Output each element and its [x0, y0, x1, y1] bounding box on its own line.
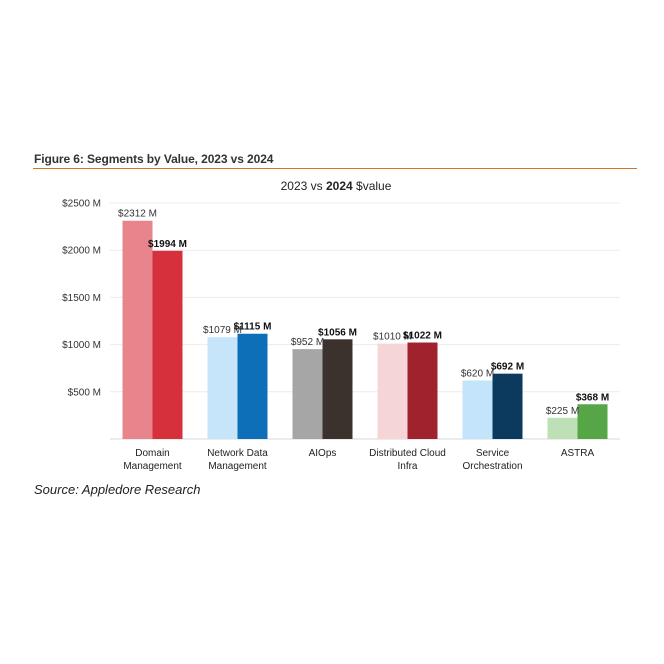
chart-title-part-3: $value: [353, 179, 392, 193]
x-tick-line: Orchestration: [462, 461, 522, 472]
x-tick-line: Network Data: [207, 448, 268, 459]
bar: [322, 339, 353, 439]
bar: [207, 337, 238, 439]
x-tick-label: Distributed Cloud Infra: [369, 448, 446, 472]
bar: [152, 250, 183, 439]
x-tick-line: Service: [476, 448, 510, 459]
data-label: $368 M: [576, 392, 609, 403]
x-tick-label: ASTRA: [561, 448, 595, 459]
x-tick-line: ASTRA: [561, 448, 595, 459]
y-tick-label: $1000 M: [62, 340, 101, 351]
x-tick-line: Management: [208, 461, 267, 472]
x-tick-label: AIOps: [309, 448, 337, 459]
data-label: $1022 M: [403, 331, 442, 342]
data-label: $1010 M: [373, 332, 412, 343]
bar: [492, 373, 523, 439]
data-label: $1115 M: [234, 322, 272, 333]
bars: [122, 220, 608, 439]
x-axis: Domain Management Network Data Management AI…: [123, 448, 594, 472]
bar: [122, 220, 153, 439]
figure-title: Figure 6: Segments by Value, 2023 vs 202…: [34, 152, 274, 166]
bar: [377, 343, 408, 439]
title-divider: [33, 168, 637, 169]
x-tick-label: Service Orchestration: [462, 448, 522, 472]
chart-title-part-2: 2024: [326, 179, 353, 193]
data-label: $952 M: [291, 337, 324, 348]
bar: [237, 333, 268, 439]
bar: [407, 342, 438, 439]
y-tick-label: $2500 M: [62, 199, 101, 210]
x-tick-line: Domain: [135, 448, 169, 459]
data-labels: $2312 M $1994 M $1079 M$1115 M $952 M$1056 …: [118, 209, 609, 417]
chart-title: 2023 vs 2024 $value: [281, 179, 392, 193]
data-label: $225 M: [546, 406, 579, 417]
data-label: $620 M: [461, 368, 494, 379]
data-label: $692 M: [491, 362, 524, 373]
bar: [577, 404, 608, 439]
y-tick-label: $500 M: [68, 387, 101, 398]
x-tick-label: Domain Management: [123, 448, 182, 472]
data-label: $1056 M: [318, 327, 357, 338]
y-axis: $500 M $1000 M $1500 M $2000 M $2500 M: [62, 199, 101, 399]
x-tick-line: Distributed Cloud: [369, 448, 446, 459]
bar: [292, 349, 323, 439]
source-note: Source: Appledore Research: [34, 482, 201, 497]
x-tick-label: Network Data Management: [207, 448, 268, 472]
y-tick-label: $2000 M: [62, 246, 101, 257]
x-tick-line: Management: [123, 461, 182, 472]
bar: [462, 380, 493, 439]
y-tick-label: $1500 M: [62, 293, 101, 304]
data-label: $2312 M: [118, 209, 157, 220]
bar: [547, 417, 578, 439]
data-label: $1994 M: [148, 239, 187, 250]
gridlines: [110, 202, 620, 440]
x-tick-line: AIOps: [309, 448, 337, 459]
chart-title-part-1: 2023 vs: [281, 179, 326, 193]
data-label: $1079 M: [203, 325, 242, 336]
x-tick-line: Infra: [397, 461, 417, 472]
